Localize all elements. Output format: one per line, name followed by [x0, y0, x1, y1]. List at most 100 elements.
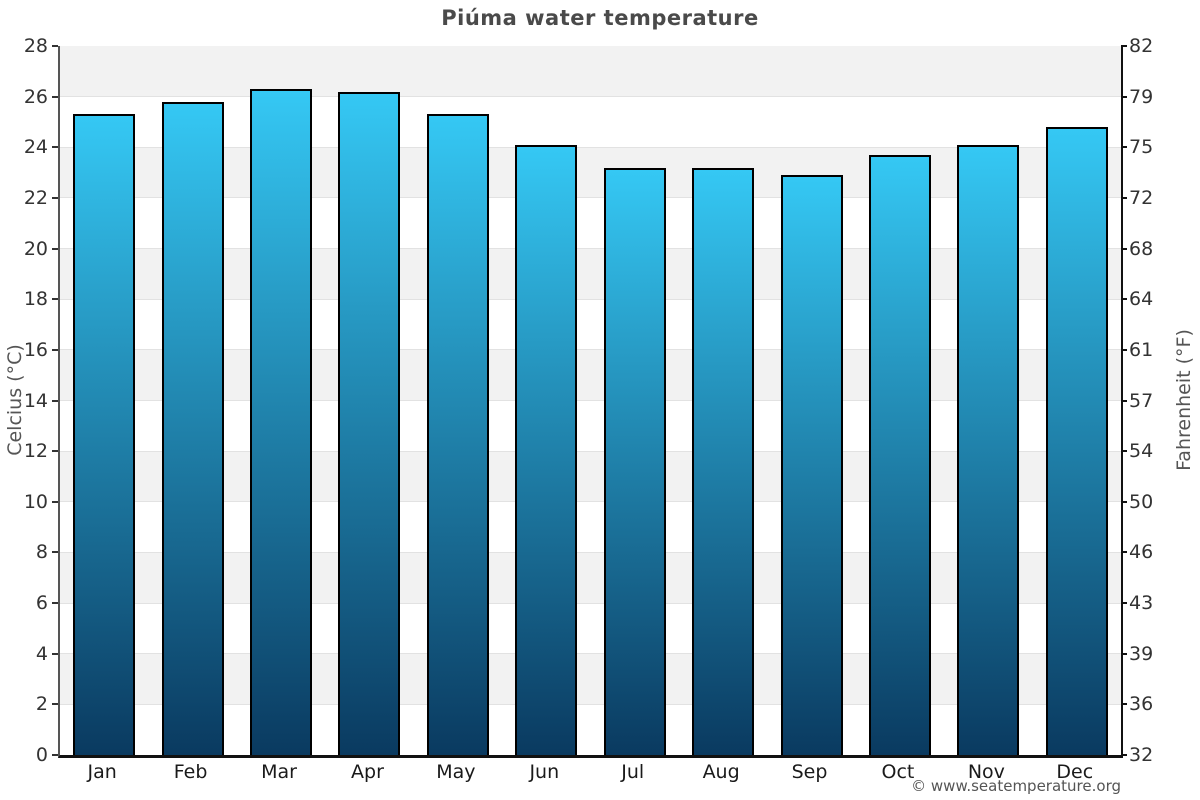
tick-mark-left [52, 500, 58, 503]
plot-band [60, 349, 1121, 401]
temperature-bar-jan [73, 114, 136, 755]
y-tick-fahrenheit: 43 [1129, 592, 1154, 615]
tick-mark-left [52, 551, 58, 554]
x-tick-month-nov: Nov [967, 761, 1005, 783]
tick-mark-left [52, 146, 58, 149]
x-tick-month-jul: Jul [621, 761, 645, 783]
copyright-text: © www.seatemperature.org [911, 777, 1121, 795]
y-tick-celsius: 4 [35, 642, 48, 665]
plot-area [58, 46, 1123, 758]
y-tick-celsius: 22 [23, 186, 48, 209]
tick-mark-left [52, 348, 58, 351]
y-tick-fahrenheit: 79 [1129, 85, 1154, 108]
gridline [60, 349, 1121, 351]
plot-band [60, 653, 1121, 705]
y-tick-fahrenheit: 72 [1129, 186, 1154, 209]
y-tick-celsius: 16 [23, 338, 48, 361]
y-tick-celsius: 14 [23, 389, 48, 412]
tick-mark-left [52, 247, 58, 250]
tick-mark-right [1121, 399, 1127, 402]
temperature-bar-oct [868, 154, 931, 755]
plot-band [60, 552, 1121, 604]
y-tick-celsius: 20 [23, 237, 48, 260]
gridline [60, 653, 1121, 655]
tick-mark-right [1121, 450, 1127, 453]
gridline [60, 298, 1121, 300]
tick-mark-right [1121, 196, 1127, 199]
y-tick-fahrenheit: 61 [1129, 338, 1154, 361]
tick-mark-right [1121, 298, 1127, 301]
temperature-bar-dec [1045, 127, 1108, 755]
y-tick-celsius: 10 [23, 490, 48, 513]
x-tick-month-feb: Feb [173, 761, 208, 783]
gridline [60, 501, 1121, 503]
gridline [60, 450, 1121, 452]
y-tick-celsius: 28 [23, 35, 48, 57]
temperature-bar-jun [515, 144, 578, 755]
y-tick-celsius: 8 [35, 541, 48, 564]
tick-mark-right [1121, 602, 1127, 605]
plot-band [60, 248, 1121, 300]
tick-mark-left [52, 450, 58, 453]
tick-mark-right [1121, 146, 1127, 149]
x-tick-month-oct: Oct [881, 761, 915, 783]
temperature-bar-apr [338, 91, 401, 755]
plot-band [60, 46, 1121, 97]
chart-title: Piúma water temperature [441, 6, 759, 30]
x-tick-month-sep: Sep [791, 761, 828, 783]
y-tick-fahrenheit: 39 [1129, 642, 1154, 665]
tick-mark-left [52, 298, 58, 301]
tick-mark-right [1121, 652, 1127, 655]
plot-band [60, 147, 1121, 198]
tick-mark-right [1121, 703, 1127, 706]
tick-mark-left [52, 95, 58, 98]
tick-mark-right [1121, 500, 1127, 503]
gridline [60, 146, 1121, 148]
y-tick-celsius: 2 [35, 693, 48, 716]
temperature-bar-nov [957, 144, 1020, 755]
temperature-bar-sep [780, 175, 843, 755]
y-tick-celsius: 12 [23, 440, 48, 463]
y-tick-celsius: 0 [35, 744, 48, 766]
gridline [60, 602, 1121, 604]
y-tick-fahrenheit: 50 [1129, 490, 1154, 513]
x-tick-month-apr: Apr [351, 761, 384, 783]
tick-mark-left [52, 652, 58, 655]
y-tick-fahrenheit: 82 [1129, 35, 1154, 57]
tick-mark-left [52, 399, 58, 402]
y-tick-celsius: 24 [23, 136, 48, 159]
plot-band [60, 451, 1121, 502]
tick-mark-left [52, 602, 58, 605]
y-tick-celsius: 6 [35, 592, 48, 615]
gridline [60, 551, 1121, 553]
x-tick-month-aug: Aug [702, 761, 740, 783]
tick-mark-right [1121, 45, 1127, 47]
tick-mark-right [1121, 95, 1127, 98]
y-tick-fahrenheit: 32 [1129, 744, 1154, 766]
y-tick-fahrenheit: 36 [1129, 693, 1154, 716]
y-tick-fahrenheit: 75 [1129, 136, 1154, 159]
x-tick-month-may: May [436, 761, 476, 783]
temperature-bar-aug [692, 167, 755, 755]
tick-mark-right [1121, 551, 1127, 554]
y-tick-celsius: 18 [23, 288, 48, 311]
tick-mark-right [1121, 754, 1127, 756]
gridline [60, 400, 1121, 401]
y-tick-fahrenheit: 57 [1129, 389, 1154, 412]
y-tick-fahrenheit: 64 [1129, 288, 1154, 311]
tick-mark-left [52, 196, 58, 199]
gridline [60, 248, 1121, 250]
tick-mark-right [1121, 348, 1127, 351]
x-tick-month-jun: Jun [529, 761, 560, 783]
y-tick-fahrenheit: 68 [1129, 237, 1154, 260]
temperature-bar-jul [603, 167, 666, 755]
y-tick-celsius: 26 [23, 85, 48, 108]
tick-mark-left [52, 754, 58, 756]
x-tick-month-mar: Mar [261, 761, 297, 783]
temperature-bar-feb [161, 101, 224, 755]
tick-mark-left [52, 703, 58, 706]
gridline [60, 96, 1121, 98]
gridline [60, 197, 1121, 199]
tick-mark-right [1121, 247, 1127, 250]
